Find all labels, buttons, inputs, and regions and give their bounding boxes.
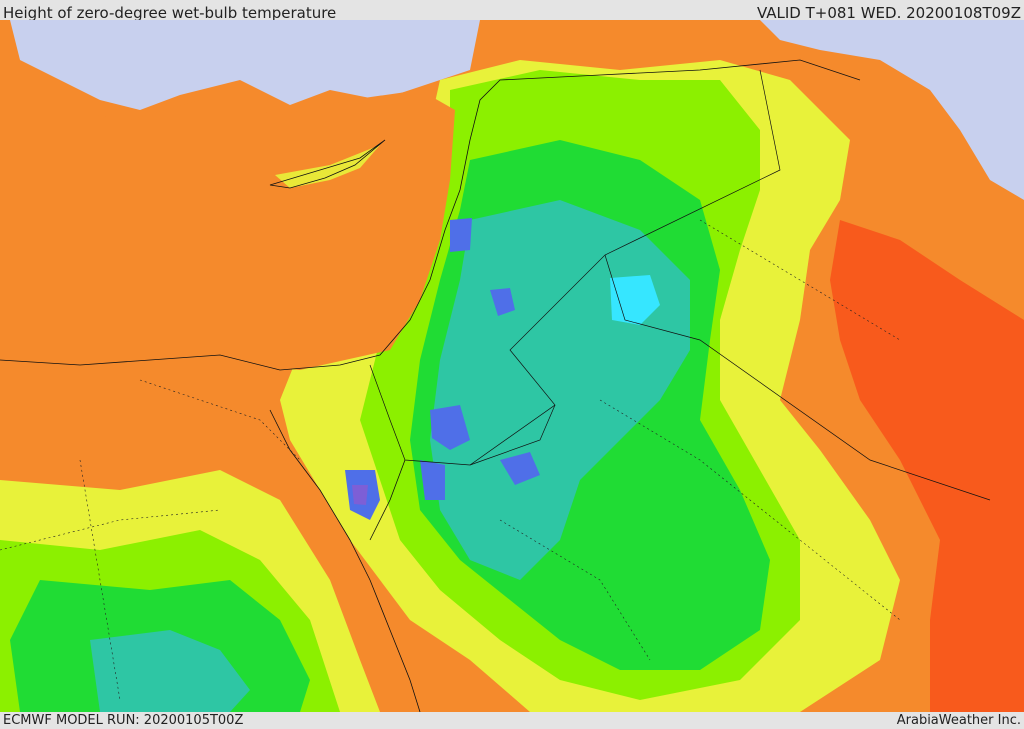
- contour-lavender-nw: [10, 20, 480, 110]
- coastlines: [0, 59, 861, 712]
- contour-blue-2: [430, 405, 470, 450]
- sea-mediterranean: [0, 90, 455, 370]
- contour-lavender-ne: [760, 20, 1024, 200]
- contour-blue-3: [500, 452, 540, 485]
- map-title: Height of zero-degree wet-bulb temperatu…: [3, 4, 337, 22]
- province-borders: [0, 219, 901, 701]
- country-borders: [369, 69, 991, 501]
- header-bar: Height of zero-degree wet-bulb temperatu…: [0, 0, 1024, 22]
- contour-blue-5: [420, 460, 445, 500]
- contour-red-east: [830, 220, 1024, 712]
- footer-bar: ECMWF MODEL RUN: 20200105T00Z ArabiaWeat…: [0, 712, 1024, 729]
- map-canvas: [0, 20, 1024, 712]
- contour-blue-6: [450, 218, 472, 252]
- contour-teal-sw: [90, 630, 250, 712]
- contour-purple-1: [352, 485, 368, 505]
- contour-blue-1: [490, 288, 515, 316]
- cyprus-contour: [275, 145, 380, 188]
- brand-label: ArabiaWeather Inc.: [896, 713, 1021, 728]
- valid-time: VALID T+081 WED. 20200108T09Z: [756, 4, 1021, 22]
- model-run-label: ECMWF MODEL RUN: 20200105T00Z: [3, 713, 244, 728]
- weather-map: [0, 20, 1024, 712]
